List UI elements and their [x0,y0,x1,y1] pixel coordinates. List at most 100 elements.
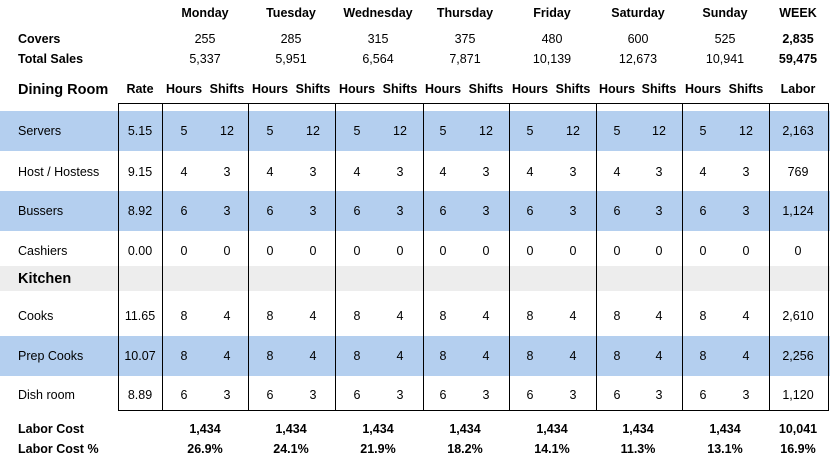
role-rate: 11.65 [124,309,156,323]
role-shifts-cell: 12 [739,124,753,138]
role-shifts-cell: 12 [479,124,493,138]
role-shifts-cell: 3 [655,204,663,218]
role-shifts-cell: 3 [742,165,750,179]
role-hours-cell: 0 [699,244,707,258]
role-hours-cell: 6 [266,388,274,402]
role-hours-cell: 8 [266,349,274,363]
covers-label: Covers [18,32,61,46]
role-hours-cell: 8 [180,349,188,363]
role-shifts-cell: 4 [396,349,404,363]
labor-cost-pct-value: 13.1% [707,442,743,456]
role-shifts-cell: 3 [655,165,663,179]
role-hours-cell: 5 [180,124,188,138]
role-name: Servers [18,124,62,138]
hours-column-header: Hours [598,82,636,96]
role-rate: 9.15 [127,165,153,179]
shifts-column-header: Shifts [555,82,591,96]
role-shifts-cell: 4 [655,309,663,323]
role-shifts-cell: 3 [223,204,231,218]
role-name: Cashiers [18,244,68,258]
role-shifts-cell: 3 [309,165,317,179]
role-shifts-cell: 3 [569,204,577,218]
role-shifts-cell: 3 [482,388,490,402]
role-shifts-cell: 0 [396,244,404,258]
role-shifts-cell: 12 [566,124,580,138]
role-shifts-cell: 4 [223,309,231,323]
role-weekly-labor: 1,120 [782,388,814,402]
week-header: WEEK [779,6,817,20]
grid-column-line [828,103,829,411]
role-shifts-cell: 0 [655,244,663,258]
role-shifts-cell: 4 [482,309,490,323]
day-header-friday: Friday [533,6,571,20]
labor-column-header: Labor [780,82,816,96]
role-rate: 8.89 [127,388,153,402]
role-hours-cell: 8 [266,309,274,323]
labor-cost-pct-week-total: 16.9% [780,442,816,456]
role-hours-cell: 4 [526,165,534,179]
hours-column-header: Hours [165,82,203,96]
role-shifts-cell: 0 [309,244,317,258]
role-hours-cell: 5 [439,124,447,138]
role-hours-cell: 5 [699,124,707,138]
role-hours-cell: 6 [526,388,534,402]
role-hours-cell: 6 [180,204,188,218]
labor-cost-pct-value: 24.1% [273,442,309,456]
total-sales-value: 10,941 [705,52,745,66]
rate-column-header: Rate [126,82,154,96]
role-shifts-cell: 4 [482,349,490,363]
labor-cost-label: Labor Cost [18,422,84,436]
role-hours-cell: 5 [266,124,274,138]
role-hours-cell: 4 [180,165,188,179]
total-sales-value: 5,337 [189,52,221,66]
grid-column-line [423,103,424,411]
role-hours-cell: 4 [266,165,274,179]
role-shifts-cell: 3 [309,204,317,218]
role-shifts-cell: 3 [396,388,404,402]
day-header-sunday: Sunday [702,6,748,20]
labor-cost-week-total: 10,041 [778,422,818,436]
role-shifts-cell: 3 [742,388,750,402]
role-name: Host / Hostess [18,165,100,179]
role-hours-cell: 4 [613,165,621,179]
role-shifts-cell: 3 [396,204,404,218]
hours-column-header: Hours [338,82,376,96]
role-hours-cell: 5 [613,124,621,138]
labor-cost-value: 1,434 [449,422,481,436]
day-header-wednesday: Wednesday [343,6,413,20]
role-hours-cell: 6 [439,388,447,402]
total-sales-week-total: 59,475 [778,52,818,66]
role-shifts-cell: 4 [569,349,577,363]
labor-cost-pct-value: 14.1% [534,442,570,456]
role-weekly-labor: 1,124 [782,204,814,218]
role-shifts-cell: 3 [482,204,490,218]
labor-cost-pct-label: Labor Cost % [18,442,99,456]
role-shifts-cell: 4 [309,309,317,323]
labor-cost-value: 1,434 [362,422,394,436]
role-hours-cell: 6 [613,388,621,402]
covers-value: 255 [194,32,216,46]
role-shifts-cell: 12 [652,124,666,138]
role-shifts-cell: 4 [309,349,317,363]
role-hours-cell: 0 [526,244,534,258]
role-hours-cell: 8 [353,349,361,363]
role-hours-cell: 8 [439,349,447,363]
role-weekly-labor: 769 [787,165,809,179]
role-shifts-cell: 4 [742,349,750,363]
grid-column-line [509,103,510,411]
role-hours-cell: 8 [180,309,188,323]
hours-column-header: Hours [424,82,462,96]
role-shifts-cell: 12 [306,124,320,138]
role-hours-cell: 6 [526,204,534,218]
hours-column-header: Hours [251,82,289,96]
role-shifts-cell: 4 [569,309,577,323]
labor-cost-value: 1,434 [189,422,221,436]
role-hours-cell: 8 [613,309,621,323]
role-shifts-cell: 3 [569,388,577,402]
role-name: Cooks [18,309,54,323]
role-rate: 5.15 [127,124,153,138]
shifts-column-header: Shifts [209,82,245,96]
grid-column-line [596,103,597,411]
role-hours-cell: 8 [699,349,707,363]
role-hours-cell: 6 [180,388,188,402]
